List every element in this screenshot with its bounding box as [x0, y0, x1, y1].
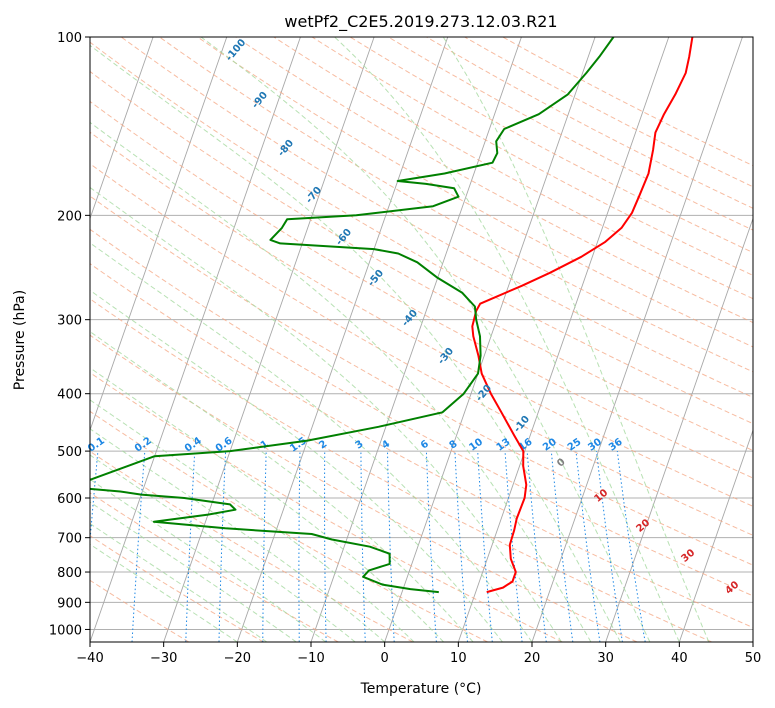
- moist-adiabat-line: [90, 242, 533, 642]
- moist-adiabat-line: [90, 186, 562, 642]
- y-axis-ticks: 100 200 300 400 500 600 700 800 900 1000: [49, 31, 90, 638]
- dry-adiabat-line: [90, 100, 753, 479]
- y-tick-label: 400: [57, 388, 82, 403]
- y-tick-label: 600: [57, 492, 82, 507]
- moist-adiabat-line: [90, 331, 474, 642]
- moist-adiabat-line: [442, 37, 710, 642]
- mixing-ratio-line: [596, 451, 623, 642]
- x-tick-label: −20: [224, 651, 251, 666]
- dry-adiabat-line: [273, 37, 753, 300]
- x-tick-label: 10: [450, 651, 467, 666]
- dry-adiabat-line: [159, 37, 753, 373]
- mixing-ratio-line: [616, 451, 646, 642]
- dry-adiabat-line: [90, 535, 264, 642]
- x-tick-label: −30: [150, 651, 177, 666]
- mixing-ratio-line: [575, 451, 601, 642]
- moist-adiabat-line: [90, 44, 621, 642]
- mixing-ratio-line: [526, 451, 547, 642]
- x-tick-label: 50: [745, 651, 762, 666]
- x-tick-label: 0: [381, 651, 389, 666]
- y-axis-label: Pressure (hPa): [12, 290, 28, 390]
- y-tick-label: 500: [57, 445, 82, 460]
- y-tick-label: 200: [57, 209, 82, 224]
- moist-adiabat-line: [334, 37, 680, 642]
- isotherm-line: [90, 37, 228, 432]
- dry-adiabat-line: [426, 37, 753, 209]
- dry-adiabat-line: [90, 492, 339, 642]
- moist-adiabat-line: [90, 522, 268, 642]
- y-tick-label: 800: [57, 566, 82, 581]
- moist-adiabat-line: [90, 454, 356, 642]
- moist-adiabat-line: [90, 543, 238, 642]
- isotherm-line: [236, 37, 449, 642]
- isotherm-line: [531, 37, 743, 642]
- background-lines: [90, 37, 753, 642]
- dewpoint-line: [90, 37, 615, 594]
- moist-adiabat-line: [90, 367, 444, 642]
- moist-adiabat-line: [200, 37, 651, 642]
- profile-series: [90, 37, 694, 594]
- y-tick-label: 700: [57, 532, 82, 547]
- mixing-ratio-line: [550, 451, 574, 642]
- moist-adiabat-line: [90, 399, 415, 642]
- isotherm-line: [90, 37, 301, 642]
- dry-adiabat-line: [90, 41, 753, 425]
- moist-adiabat-line: [90, 501, 297, 642]
- x-tick-label: −40: [76, 651, 103, 666]
- dry-adiabat-line: [197, 37, 753, 348]
- x-tick-label: 30: [597, 651, 614, 666]
- isotherm-line: [605, 217, 753, 642]
- moist-adiabat-line: [90, 478, 327, 642]
- dry-adiabat-line: [90, 163, 753, 536]
- dry-adiabat-line: [90, 228, 753, 597]
- x-tick-label: 20: [524, 651, 541, 666]
- dry-adiabat-line: [235, 37, 753, 324]
- plot-frame: [89, 36, 754, 643]
- dry-adiabat-line: [120, 37, 753, 398]
- dry-adiabat-line: [90, 298, 712, 642]
- moist-adiabat-line: [90, 289, 503, 642]
- x-tick-label: 40: [671, 651, 688, 666]
- moist-adiabat-line: [90, 428, 386, 642]
- chart-title: wetPf2_C2E5.2019.273.12.03.R21: [284, 12, 557, 32]
- y-tick-label: 100: [57, 31, 82, 46]
- x-axis-ticks: −40 −30 −20 −10 0 10 20 30 40 50: [76, 642, 761, 666]
- dry-adiabat-line: [388, 37, 753, 231]
- x-tick-label: −10: [297, 651, 324, 666]
- dry-adiabat-line: [90, 195, 753, 566]
- y-tick-label: 1000: [49, 623, 82, 638]
- isotherm-line: [384, 37, 596, 642]
- isotherm-line: [163, 37, 375, 642]
- y-tick-label: 900: [57, 596, 82, 611]
- temperature-line: [471, 37, 694, 594]
- isotherm-line: [678, 428, 753, 642]
- dry-adiabat-line: [90, 70, 753, 452]
- dry-adiabat-line: [502, 37, 753, 167]
- dry-adiabat-line: [90, 131, 753, 507]
- moist-adiabat-line: [90, 121, 592, 642]
- dry-adiabat-line: [90, 334, 638, 642]
- isotherm-line: [90, 37, 154, 220]
- x-axis-label: Temperature (°C): [360, 681, 482, 697]
- y-tick-label: 300: [57, 314, 82, 329]
- isotherm-line: [310, 37, 522, 642]
- dry-adiabat-line: [349, 37, 753, 254]
